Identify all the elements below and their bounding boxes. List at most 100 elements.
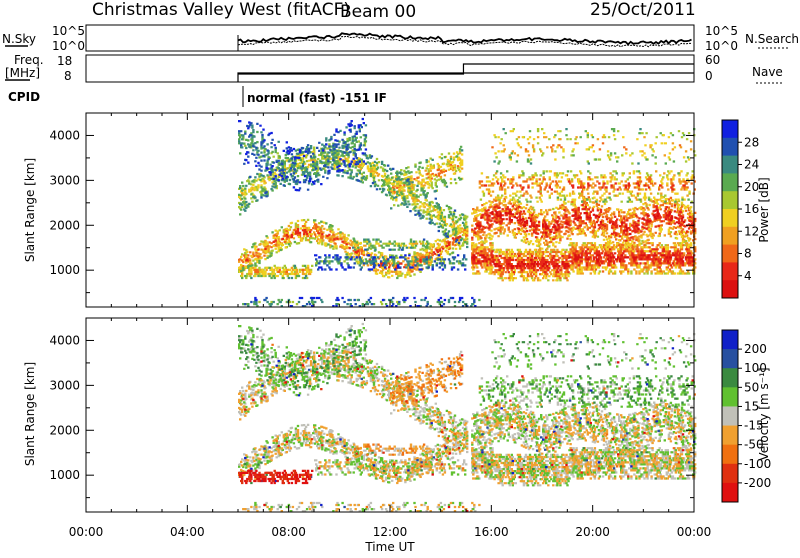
xtick-label: 04:00 [170,525,205,539]
colorbar-tick-label: 50 [744,380,759,394]
power-cells [471,209,695,270]
station-title: Christmas Valley West (fitACF) [92,0,350,20]
ytick-label: 2000 [49,423,80,437]
velocity-cells [238,335,697,513]
power-cells [238,128,697,306]
velocity-colorbar: 200 100 50 15 -15 -50 -100 -200 [721,329,771,503]
power-colorbar: 28 24 20 16 12 8 4 [721,119,759,299]
xtick-label: 00:00 [69,525,104,539]
power-panel: 4000 3000 2000 1000 Slant Range [km] 28 24 20… [23,112,771,308]
colorbar-tick-label: 12 [744,224,759,238]
colorbar-tick-label: -15 [744,419,764,433]
power-ylabel: Slant Range [km] [23,158,37,262]
velocity-colorbar-label: Velocity [m s⁻¹] [757,367,771,460]
ytick-label: 1000 [49,263,80,277]
noise-left-tick-top: 10^5 [52,24,85,38]
xtick-label: 08:00 [271,525,306,539]
colorbar-swatch [722,330,738,350]
noise-left-tick-bottom: 10^0 [52,39,85,53]
colorbar-swatch [722,226,738,246]
nave-label: Nave [752,65,783,79]
colorbar-swatch [722,120,738,139]
colorbar-tick-label: 16 [744,202,759,216]
colorbar-swatch [722,280,738,299]
power-colorbar-label: Power [dB] [757,177,771,242]
colorbar-swatch [722,191,738,210]
colorbar-tick-label: 28 [744,135,759,149]
velocity-cells [238,322,697,513]
freq-label: Freq. [14,53,44,67]
ytick-label: 1000 [49,468,80,482]
power-cells [238,124,642,308]
nave-right-tick-bottom: 0 [705,69,713,83]
power-axis: 4000 3000 2000 1000 [49,112,695,307]
colorbar-tick-label: 100 [744,361,767,375]
freq-traces [237,63,694,82]
time-axis-label: Time UT [364,540,415,554]
velocity-axis: 4000 3000 2000 1000 [49,317,695,512]
time-axis: 00:00 04:00 08:00 12:00 16:00 20:00 00:00 [69,525,712,539]
noise-sky-trace [237,32,692,46]
colorbar-swatch [722,349,738,369]
power-cells [238,122,476,308]
cpid-value: normal (fast) -151 IF [247,91,387,105]
colorbar-swatch [722,463,738,484]
nave-right-tick-top: 60 [705,53,720,67]
freq-unit-label: [MHz] [5,66,40,80]
colorbar-swatch [722,244,738,263]
colorbar-swatch [722,444,738,465]
velocity-panel: 4000 3000 2000 1000 Slant Range [km] 200 100… [23,317,771,513]
beam-label: Beam 00 [340,2,416,22]
colorbar-tick-label: -50 [744,438,764,452]
ytick-label: 3000 [49,173,80,187]
colorbar-swatch [722,173,738,192]
noise-panel: N.Sky 10^5 10^0 10^5 10^0 N.Search [2,24,799,53]
n-search-label: N.Search [745,32,799,46]
ytick-label: 3000 [49,378,80,392]
power-cells [245,180,697,274]
colorbar-tick-label: 24 [744,158,759,172]
colorbar-swatch [722,137,738,157]
ytick-label: 2000 [49,218,80,232]
colorbar-tick-label: 4 [744,269,752,283]
velocity-ylabel: Slant Range [km] [23,362,37,466]
ytick-label: 4000 [49,128,80,142]
velocity-scatter [238,322,697,513]
xtick-label: 12:00 [373,525,408,539]
colorbar-tick-label: 8 [744,247,752,261]
colorbar-frame [721,329,739,503]
frequency-panel: Freq. [MHz] 18 8 60 0 Nave [5,53,783,84]
colorbar-swatch [722,209,738,228]
freq-trace [237,72,694,82]
date-label: 25/Oct/2011 [590,0,696,20]
colorbar-swatch [722,368,738,388]
colorbar-swatch [722,425,738,446]
noise-search-trace [237,35,692,48]
colorbar-tick-label: -100 [744,457,771,471]
ytick-label: 4000 [49,333,80,347]
colorbar-swatch [722,406,738,427]
power-scatter [238,117,697,308]
n-sky-label: N.Sky [2,32,36,46]
colorbar-swatch [722,155,738,174]
colorbar-tick-label: -200 [744,476,771,490]
colorbar-swatch [722,482,738,503]
xtick-label: 20:00 [575,525,610,539]
colorbar-tick-label: 20 [744,180,759,194]
noise-traces [237,32,692,51]
xtick-label: 00:00 [677,525,712,539]
power-cells [238,136,697,282]
colorbar-swatch [722,262,738,281]
colorbar-tick-label: 15 [744,399,759,413]
cpid-label: CPID [8,90,40,104]
nave-trace [238,63,694,75]
noise-right-tick-top: 10^5 [705,24,738,38]
freq-left-tick-top: 18 [57,54,72,68]
colorbar-swatch [722,387,738,407]
xtick-label: 16:00 [474,525,509,539]
colorbar-tick-label: 200 [744,342,767,356]
noise-right-tick-bottom: 10^0 [705,39,738,53]
freq-left-tick-bottom: 8 [64,69,72,83]
